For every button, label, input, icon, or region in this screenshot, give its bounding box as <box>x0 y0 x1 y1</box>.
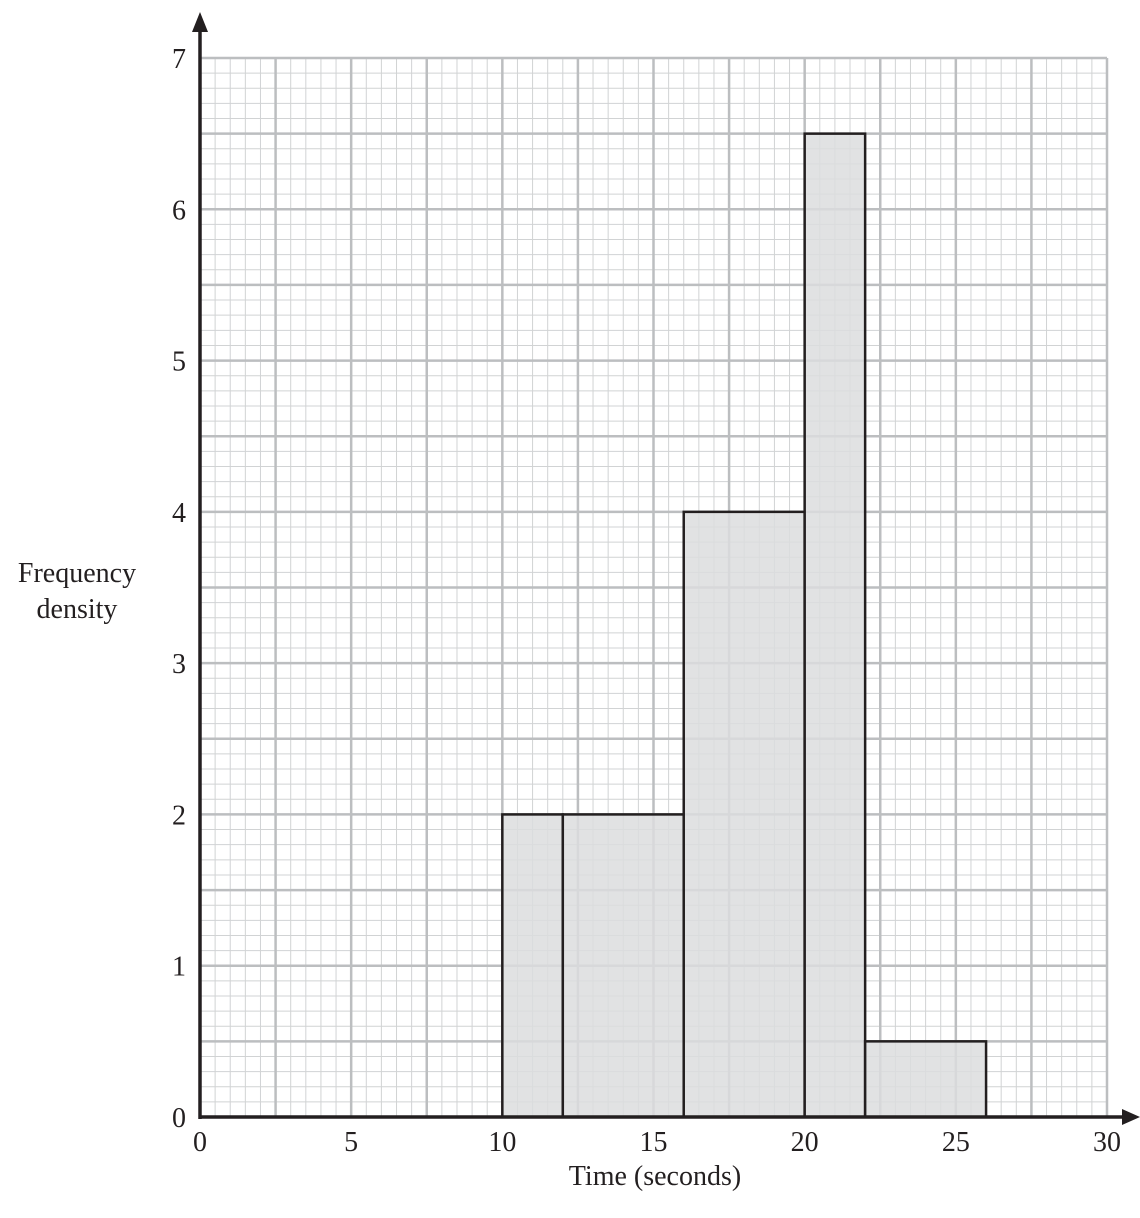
histogram-bar-2 <box>561 813 685 1119</box>
y-tick-labels: 0 1 2 3 4 5 6 7 <box>172 44 186 1134</box>
x-tick-label: 15 <box>640 1127 668 1158</box>
x-tick-labels: 0 5 10 15 20 25 30 <box>193 1127 1121 1158</box>
axes <box>192 12 1140 1125</box>
y-tick-label: 2 <box>172 800 186 831</box>
y-tick-label: 0 <box>172 1103 186 1134</box>
histogram-bar-1 <box>501 813 565 1119</box>
x-tick-label: 30 <box>1093 1127 1121 1158</box>
y-tick-label: 4 <box>172 498 186 529</box>
x-axis-arrow-icon <box>1122 1109 1140 1125</box>
bars <box>501 132 988 1119</box>
x-tick-label: 20 <box>791 1127 819 1158</box>
x-tick-label: 0 <box>193 1127 207 1158</box>
y-tick-label: 5 <box>172 347 186 378</box>
y-axis-arrow-icon <box>192 12 208 32</box>
x-tick-label: 5 <box>344 1127 358 1158</box>
x-axis-label: Time (seconds) <box>569 1161 741 1192</box>
y-axis-label-line-2: density <box>37 594 118 625</box>
y-tick-label: 3 <box>172 649 186 680</box>
histogram-bar-3 <box>682 510 806 1119</box>
x-tick-label: 10 <box>488 1127 516 1158</box>
y-tick-label: 1 <box>172 952 186 983</box>
y-tick-label: 7 <box>172 44 186 75</box>
y-tick-label: 6 <box>172 195 186 226</box>
y-axis-label-line-1: Frequency <box>18 558 136 589</box>
x-tick-label: 25 <box>942 1127 970 1158</box>
histogram-bar-5 <box>863 1040 988 1119</box>
histogram-bar-4 <box>803 132 867 1119</box>
